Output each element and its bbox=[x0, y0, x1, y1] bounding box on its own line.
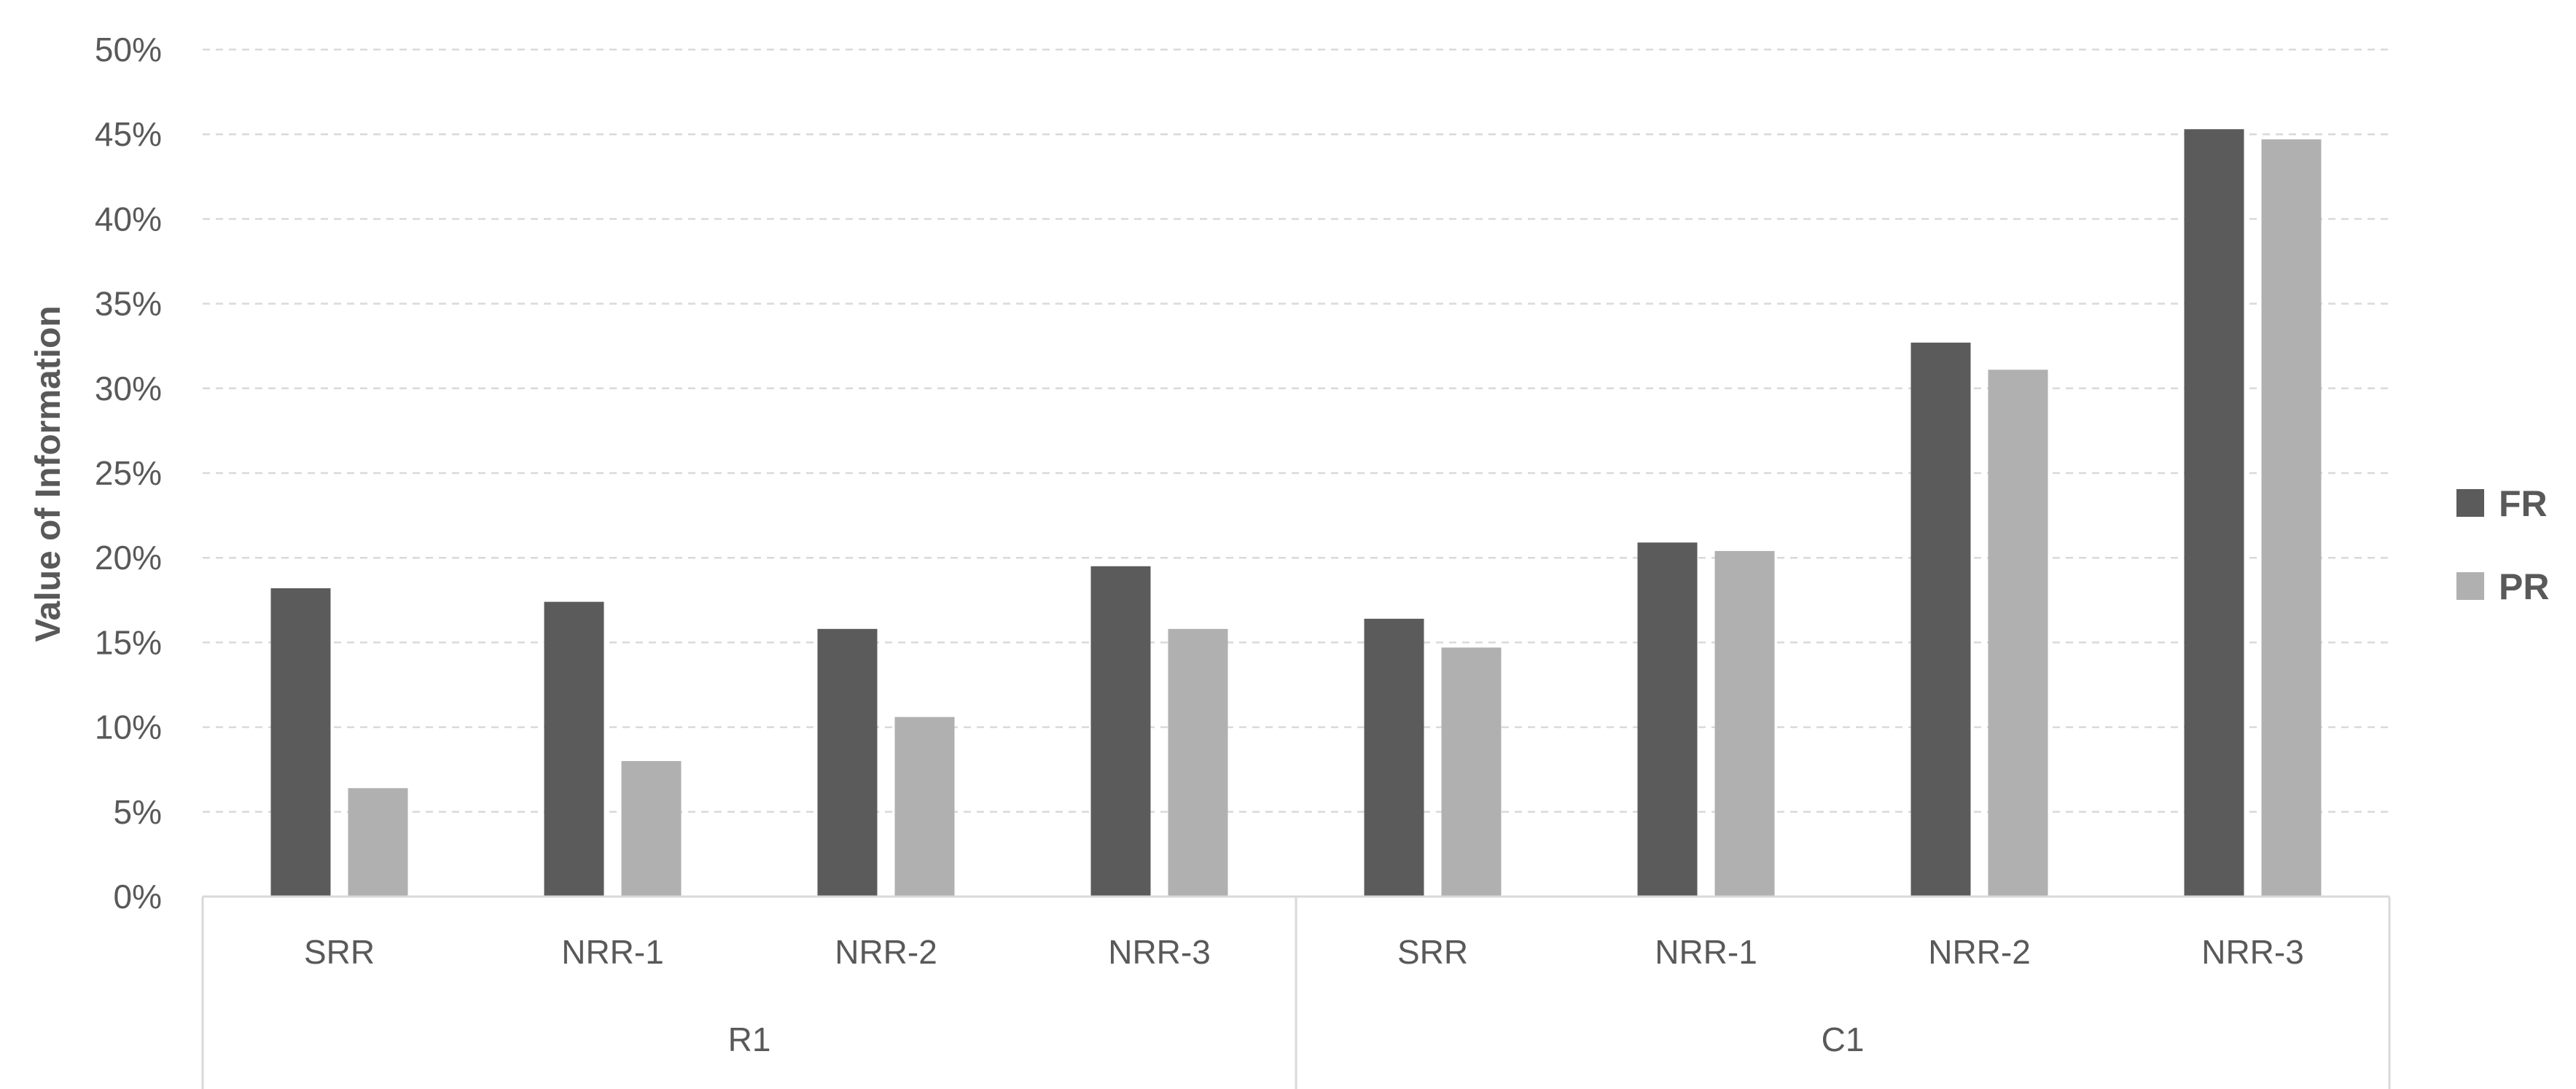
x-group-label: R1 bbox=[728, 1020, 771, 1058]
x-group-label: C1 bbox=[1822, 1020, 1865, 1058]
bar-fr bbox=[1637, 542, 1698, 897]
y-tick-label: 50% bbox=[95, 31, 162, 69]
x-category-label: NRR-3 bbox=[1108, 933, 1211, 971]
bar-fr bbox=[544, 601, 604, 897]
y-tick-label: 30% bbox=[95, 370, 162, 407]
y-tick-label: 20% bbox=[95, 539, 162, 577]
y-axis-label: Value of Information bbox=[29, 305, 68, 641]
bar-pr bbox=[1714, 550, 1775, 897]
y-tick-label: 0% bbox=[114, 878, 162, 916]
bar-pr bbox=[348, 788, 408, 897]
bar-pr bbox=[1168, 628, 1228, 897]
bar-pr bbox=[2261, 139, 2322, 897]
axes bbox=[201, 895, 2391, 1089]
x-category-label: NRR-3 bbox=[2201, 933, 2304, 971]
y-tick-label: 40% bbox=[95, 200, 162, 238]
y-tick-label: 25% bbox=[95, 454, 162, 492]
bar-pr bbox=[621, 761, 682, 897]
bar-fr bbox=[1910, 343, 1971, 897]
bars bbox=[270, 129, 2322, 897]
y-tick-label: 35% bbox=[95, 285, 162, 323]
x-category-label: SRR bbox=[1397, 933, 1468, 971]
x-category-label: NRR-2 bbox=[835, 933, 937, 971]
bar-pr bbox=[1441, 647, 1502, 897]
legend-label-fr: FR bbox=[2499, 483, 2548, 524]
x-category-label: NRR-2 bbox=[1928, 933, 2031, 971]
legend-swatch-fr bbox=[2456, 489, 2484, 517]
y-tick-label: 45% bbox=[95, 115, 162, 153]
y-tick-label: 15% bbox=[95, 623, 162, 661]
x-category-label: SRR bbox=[304, 933, 375, 971]
bar-fr bbox=[1090, 566, 1151, 897]
bar-pr bbox=[1988, 370, 2048, 897]
legend: FR PR bbox=[2456, 483, 2549, 607]
bar-fr bbox=[817, 628, 878, 897]
x-category-labels: SRR NRR-1 NRR-2 NRR-3 SRR NRR-1 NRR-2 NRR-3 R1 C1 bbox=[304, 933, 2304, 1058]
y-tick-labels: 0% 5% 10% 15% 20% 25% 30% 35% 40% 45% 50% bbox=[95, 31, 162, 916]
x-category-label: NRR-1 bbox=[561, 933, 664, 971]
bar-fr bbox=[1364, 618, 1424, 897]
y-tick-label: 10% bbox=[95, 709, 162, 746]
bar-fr bbox=[270, 588, 331, 897]
bar-fr bbox=[2184, 129, 2244, 897]
gridlines bbox=[203, 48, 2389, 813]
bar-pr bbox=[894, 717, 955, 897]
legend-swatch-pr bbox=[2456, 572, 2484, 600]
y-tick-label: 5% bbox=[114, 793, 162, 831]
x-category-label: NRR-1 bbox=[1655, 933, 1757, 971]
legend-label-pr: PR bbox=[2499, 566, 2549, 607]
